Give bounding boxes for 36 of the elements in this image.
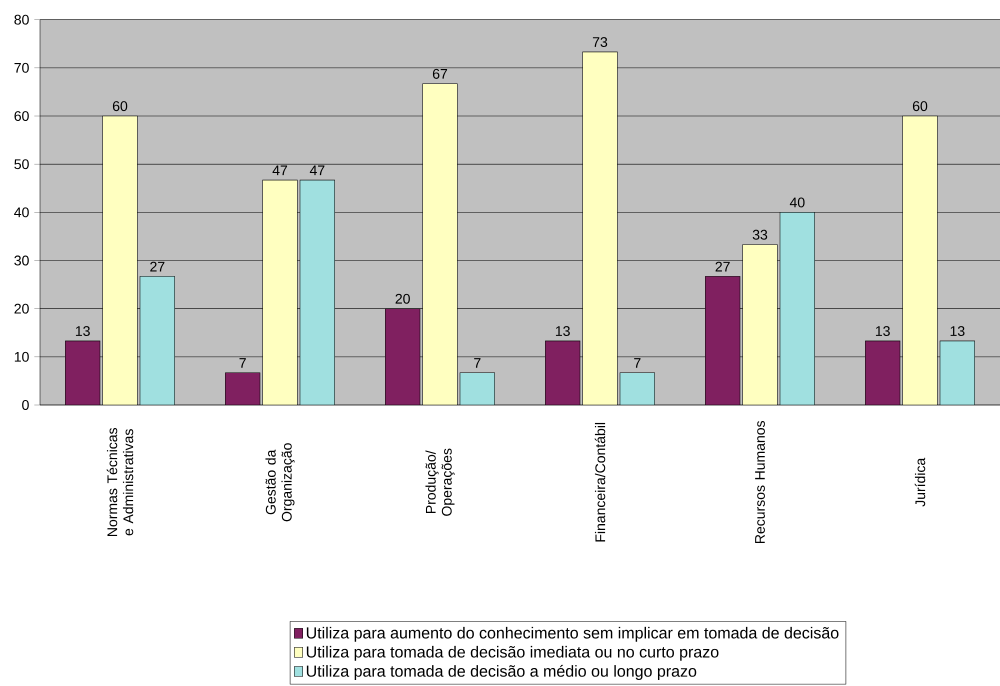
x-tick-label: Produção/ Operações (425, 448, 455, 516)
data-label: 47 (272, 166, 288, 176)
y-tick-label: 70 (14, 62, 29, 73)
x-tick-label: Recursos Humanos (755, 420, 765, 543)
data-label: 13 (876, 326, 890, 336)
y-tick-label: 10 (14, 352, 29, 362)
data-label: 7 (474, 358, 481, 368)
data-label: 27 (716, 262, 730, 272)
data-label: 33 (752, 230, 768, 240)
data-label: 27 (150, 262, 164, 272)
y-tick-label: 40 (14, 207, 29, 218)
data-label: 7 (239, 358, 246, 368)
legend-label: Utiliza para tomada de decisão a médio ou longo prazo (306, 664, 696, 680)
data-label: 20 (396, 294, 410, 304)
data-label: 13 (556, 326, 570, 336)
data-label: 40 (790, 198, 805, 208)
y-tick-label: 50 (14, 159, 29, 170)
data-label: 60 (912, 101, 928, 112)
y-tick-label: 30 (14, 256, 29, 266)
y-tick-label: 20 (14, 304, 29, 314)
data-label: 73 (592, 37, 608, 48)
x-tick-label: Normas Técnicas e Administrativas (106, 428, 134, 536)
x-tick-label: Jurídica (914, 458, 926, 507)
x-tick-label: Financeira/Contábil (594, 422, 606, 542)
y-tick-label: 0 (22, 400, 29, 410)
data-label: 13 (950, 326, 965, 336)
data-label: 13 (76, 326, 90, 336)
y-tick-label: 60 (14, 111, 29, 121)
y-tick-label: 80 (14, 14, 29, 25)
legend-label: Utiliza para aumento do conhecimento sem implicar em tomada de decisão (306, 626, 838, 642)
data-label: 60 (112, 101, 128, 112)
data-label: 67 (432, 68, 448, 79)
x-tick-label: Gestão da Organização (265, 443, 295, 522)
data-label: 7 (634, 358, 641, 368)
data-label: 47 (310, 166, 324, 176)
legend-label: Utiliza para tomada de decisão imediata ou no curto prazo (306, 646, 718, 661)
